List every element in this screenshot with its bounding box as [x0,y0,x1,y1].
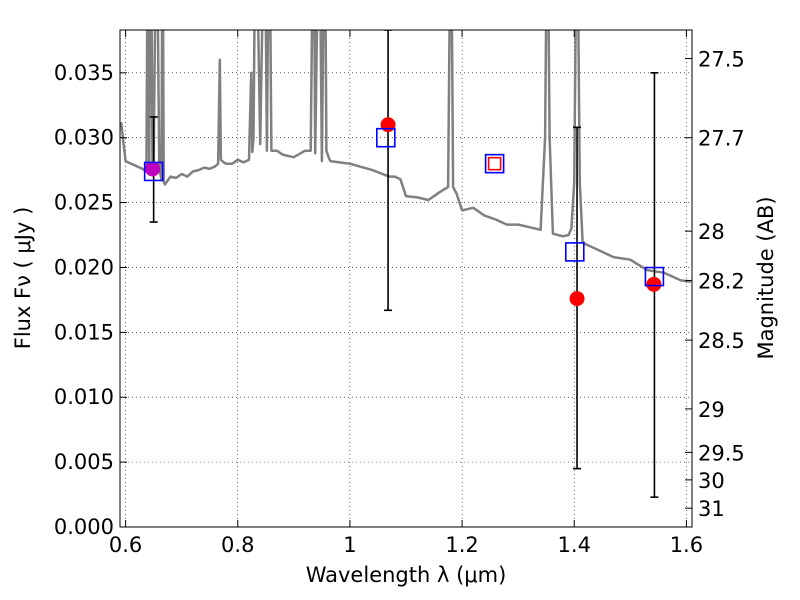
plot-frame [119,29,693,528]
y2-tick-label: 27.5 [698,48,745,72]
plot-background [120,30,692,527]
y-tick-label: 0.020 [54,255,114,279]
y2-tick-label: 29 [698,398,725,422]
data-point-square [376,127,396,148]
data-point-square [644,266,665,287]
x-tick-label: 0.6 [109,533,142,557]
y2-axis-title: Magnitude (AB) [754,196,778,359]
x-tick-label: 1 [343,533,356,557]
data-point-square [484,153,505,174]
y2-tick-label: 31 [698,497,725,521]
x-tick-label: 0.8 [221,533,254,557]
data-point-square [564,242,585,262]
y-tick-label: 0.015 [54,320,114,344]
y-tick-label: 0.030 [54,126,114,150]
y-axis-right: 27.5 27.7 28 28.2 28.5 29 29.5 30 31 [685,48,745,521]
y2-tick-label: 28.5 [698,329,745,353]
y2-tick-label: 27.7 [698,127,745,151]
y2-tick-label: 28.2 [698,269,745,293]
data-point-circle [380,117,396,133]
x-tick-label: 1.4 [558,533,591,557]
y-tick-label: 0.035 [54,61,114,85]
y-tick-label: 0.005 [54,450,114,474]
y-tick-label: 0.000 [54,515,114,539]
marker-group [143,117,665,307]
y-tick-label: 0.010 [54,385,114,409]
y2-tick-label: 28 [698,220,725,244]
x-tick-label: 1.6 [670,533,703,557]
y-axis-left: 0.000 0.005 0.010 0.015 0.020 0.025 0.030 0.035 [54,61,127,539]
x-axis-title: Wavelength λ (μm) [306,563,507,587]
y2-tick-label: 29.5 [698,441,745,465]
y-tick-label: 0.025 [54,191,114,215]
data-point-circle [646,276,662,292]
y2-tick-label: 30 [698,469,725,493]
x-tick-label: 1.2 [445,533,478,557]
spectrum-line [120,30,692,283]
spectrum-line-group [120,30,692,283]
data-point-circle [145,161,161,177]
data-point-circle [569,291,585,307]
y-axis-title: Flux Fν ( μJy ) [11,207,35,350]
data-point-square [143,161,164,182]
data-point-square [487,156,502,171]
x-axis: 0.6 0.8 1 1.2 1.4 1.6 [109,30,703,557]
